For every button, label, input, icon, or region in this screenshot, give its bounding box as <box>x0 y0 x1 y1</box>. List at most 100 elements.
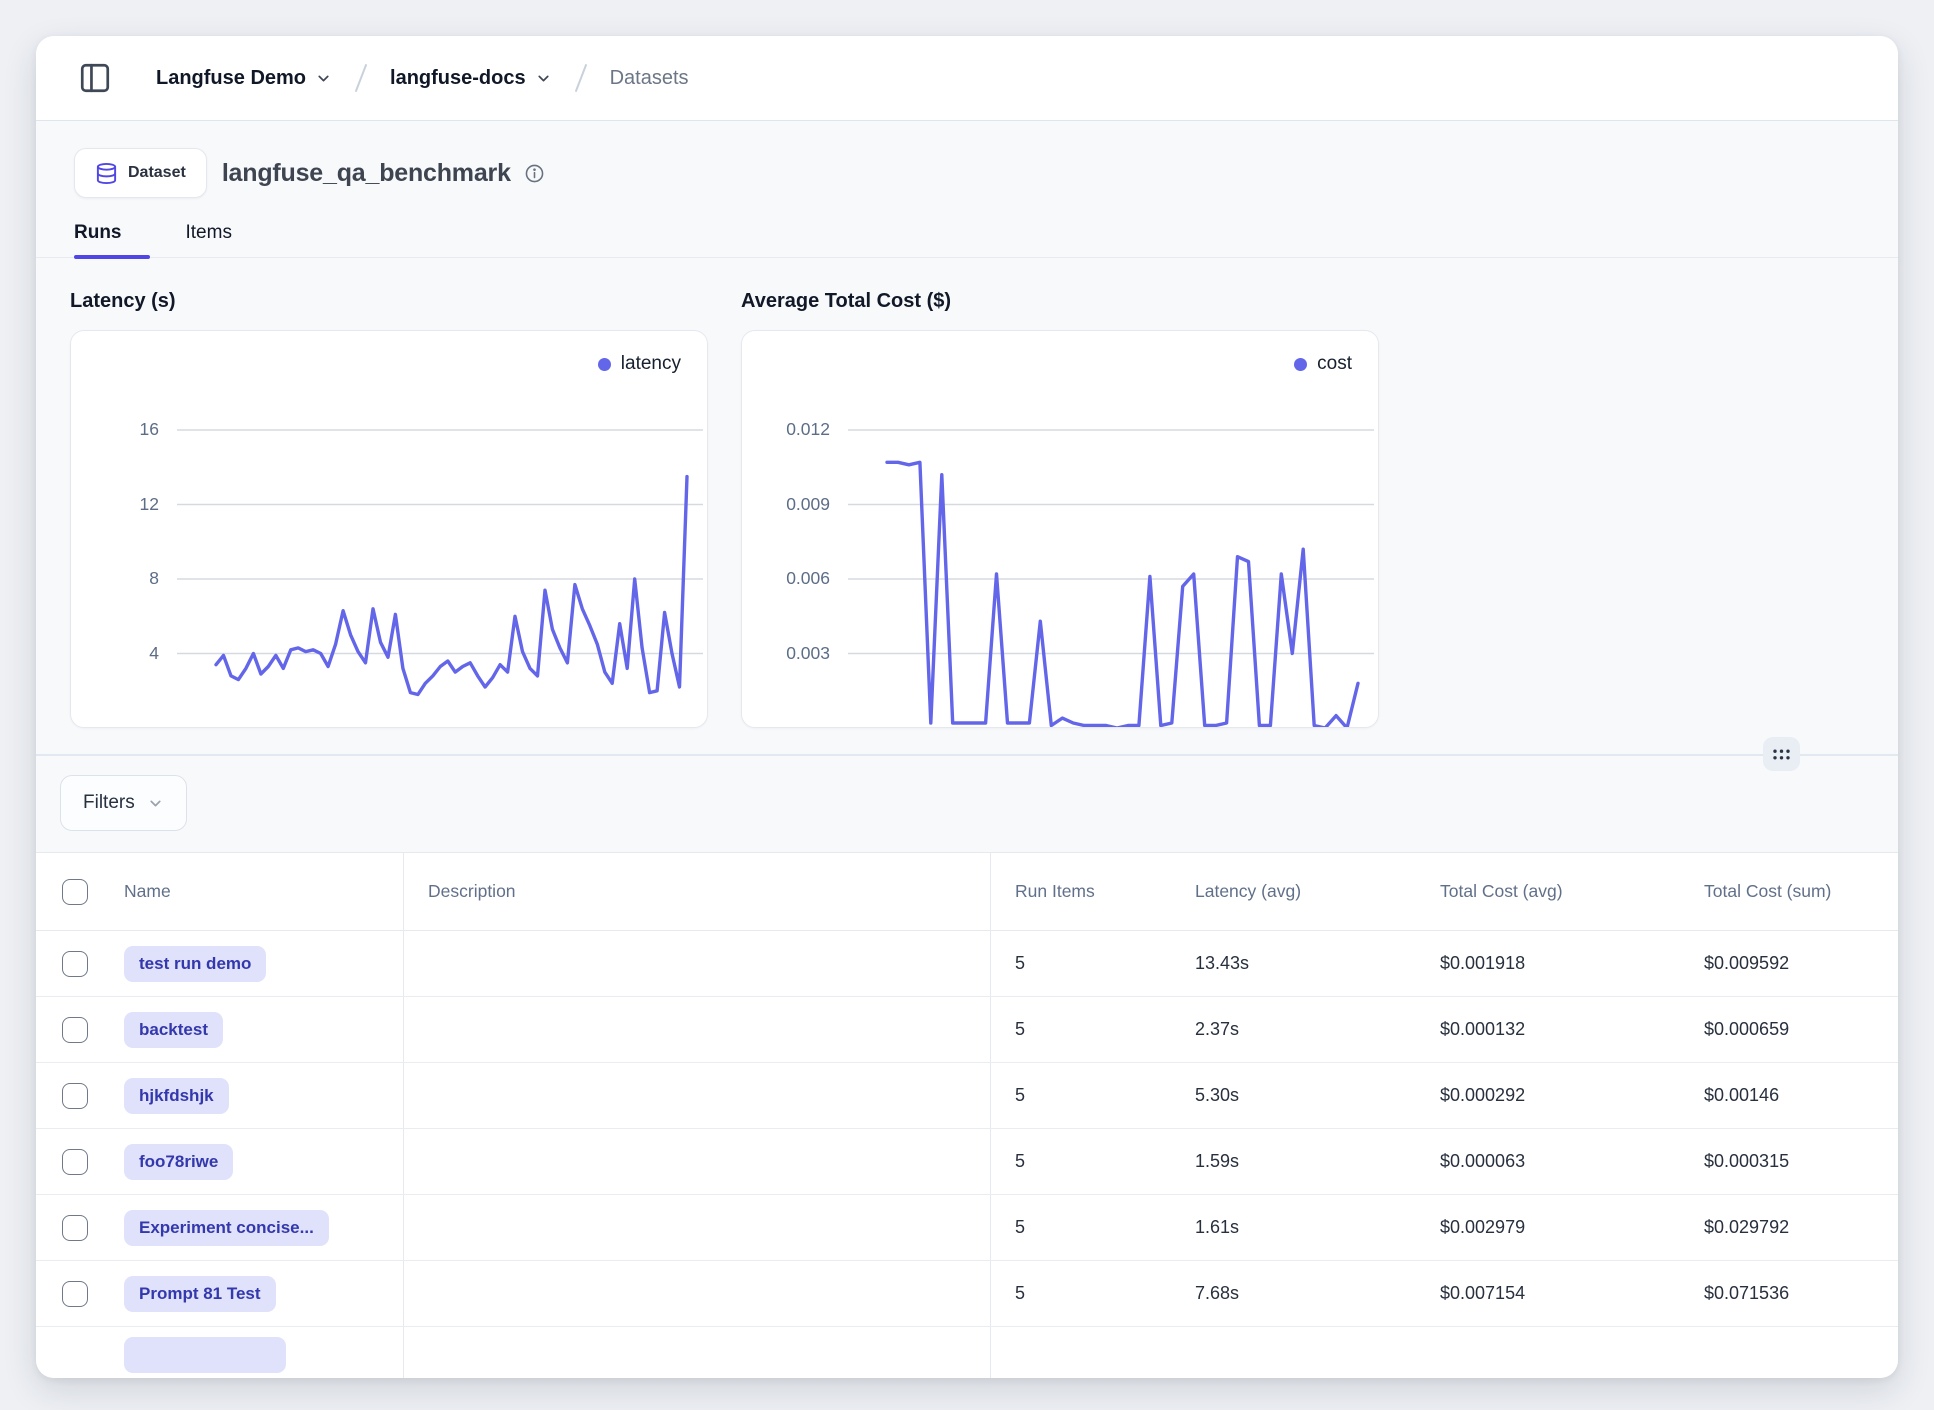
column-header-latency-avg: Latency (avg) <box>1195 881 1302 901</box>
total-cost-avg-value: $0.007154 <box>1440 1283 1526 1303</box>
total-cost-avg-value: $0.000132 <box>1440 1019 1526 1039</box>
latency-avg-value: 13.43s <box>1195 953 1250 973</box>
info-icon[interactable] <box>524 163 545 184</box>
run-items-value: 5 <box>1015 1151 1026 1171</box>
chevron-down-icon <box>315 70 332 87</box>
latency-avg-value: 7.68s <box>1195 1283 1240 1303</box>
cost-line-plot <box>848 429 1374 727</box>
run-name-badge[interactable]: Experiment concise... <box>124 1209 329 1246</box>
column-header-run-items: Run Items <box>1015 881 1095 901</box>
run-name-badge[interactable]: Prompt 81 Test <box>124 1275 276 1312</box>
y-axis-tick-label: 0.006 <box>786 568 830 588</box>
latency-avg-value: 5.30s <box>1195 1085 1240 1105</box>
y-axis-tick-label: 16 <box>139 419 159 439</box>
slash-separator-icon <box>570 61 592 95</box>
project-name: langfuse-docs <box>390 66 526 89</box>
total-cost-sum-value: $0.000659 <box>1704 1019 1790 1039</box>
total-cost-sum-value: $0.029792 <box>1704 1217 1790 1237</box>
y-axis-tick-label: 0.009 <box>786 493 830 514</box>
total-cost-sum-value: $0.071536 <box>1704 1283 1790 1303</box>
row-checkbox[interactable] <box>62 950 88 977</box>
run-description <box>404 1195 991 1260</box>
latency-chart: 4 8 12 16 latency <box>70 330 708 728</box>
drag-handle-icon[interactable] <box>1763 737 1800 771</box>
table-row: backtest 5 2.37s $0.000132 $0.000659 <box>36 997 1898 1063</box>
row-checkbox[interactable] <box>62 1082 88 1109</box>
chevron-down-icon <box>535 70 552 87</box>
chevron-down-icon <box>147 795 164 812</box>
cost-chart: 0.003 0.006 0.009 0.012 cost <box>741 330 1379 728</box>
row-checkbox[interactable] <box>62 1148 88 1175</box>
filters-section: Filters <box>36 775 1898 831</box>
run-items-value: 5 <box>1015 1283 1026 1303</box>
filters-button[interactable]: Filters <box>60 775 187 831</box>
sidebar-toggle-button[interactable] <box>78 61 112 95</box>
run-items-value: 5 <box>1015 1019 1026 1039</box>
row-checkbox[interactable] <box>62 1280 88 1307</box>
run-name-badge[interactable]: hjkfdshjk <box>124 1077 229 1114</box>
table-row-partial <box>36 1327 1898 1378</box>
column-header-total-cost-sum: Total Cost (sum) <box>1704 881 1832 901</box>
column-header-name: Name <box>100 853 404 930</box>
charts-section: Latency (s) 4 8 12 16 latency Average Total… <box>36 290 1898 728</box>
table-row: test run demo 5 13.43s $0.001918 $0.0095… <box>36 931 1898 997</box>
latency-avg-value: 1.59s <box>1195 1151 1240 1171</box>
legend-label-latency: latency <box>620 353 681 374</box>
y-axis-tick-label: 12 <box>139 493 159 514</box>
table-row: Prompt 81 Test 5 7.68s $0.007154 $0.0715… <box>36 1261 1898 1327</box>
dot-icon <box>597 357 611 371</box>
total-cost-avg-value: $0.000292 <box>1440 1085 1526 1105</box>
latency-avg-value: 1.61s <box>1195 1217 1240 1237</box>
run-description <box>404 1261 991 1326</box>
divider <box>36 754 1898 756</box>
table-row: foo78riwe 5 1.59s $0.000063 $0.000315 <box>36 1129 1898 1195</box>
run-name-badge[interactable] <box>124 1337 286 1373</box>
y-axis-tick-label: 0.003 <box>786 642 830 663</box>
total-cost-avg-value: $0.002979 <box>1440 1217 1526 1237</box>
cost-legend: cost <box>1294 353 1352 375</box>
run-name-badge[interactable]: test run demo <box>124 945 267 982</box>
top-bar: Langfuse Demo langfuse-docs <box>36 36 1898 121</box>
breadcrumb: Langfuse Demo langfuse-docs <box>156 61 689 95</box>
run-name-badge[interactable]: foo78riwe <box>124 1143 234 1180</box>
tab-items[interactable]: Items <box>186 222 260 257</box>
latency-avg-value: 2.37s <box>1195 1019 1240 1039</box>
latency-chart-block: Latency (s) 4 8 12 16 latency <box>70 290 708 728</box>
column-header-description: Description <box>404 853 991 930</box>
total-cost-sum-value: $0.000315 <box>1704 1151 1790 1171</box>
y-axis-tick-label: 0.012 <box>786 419 830 439</box>
total-cost-sum-value: $0.00146 <box>1704 1085 1780 1105</box>
dataset-badge-label: Dataset <box>128 164 186 181</box>
page-title: langfuse_qa_benchmark <box>221 158 511 187</box>
filters-button-label: Filters <box>83 792 135 813</box>
total-cost-avg-value: $0.001918 <box>1440 953 1526 973</box>
column-header-total-cost-avg: Total Cost (avg) <box>1440 881 1563 901</box>
run-description <box>404 1063 991 1128</box>
row-checkbox[interactable] <box>62 1016 88 1043</box>
breadcrumb-page-datasets[interactable]: Datasets <box>609 66 689 89</box>
run-items-value: 5 <box>1015 953 1026 973</box>
row-checkbox[interactable] <box>62 1214 88 1241</box>
chart-title-cost: Average Total Cost ($) <box>741 290 952 312</box>
table-row: Experiment concise... 5 1.61s $0.002979 … <box>36 1195 1898 1261</box>
tab-bar: Runs Items <box>36 222 1898 259</box>
org-selector[interactable]: Langfuse Demo <box>156 67 332 90</box>
cost-chart-block: Average Total Cost ($) 0.003 0.006 0.009 0.… <box>741 290 1379 728</box>
dot-icon <box>1294 357 1308 371</box>
run-name-badge[interactable]: backtest <box>124 1011 223 1048</box>
runs-table: Name Description Run Items Latency (avg)… <box>36 852 1898 1378</box>
run-description <box>404 931 991 996</box>
panel-left-icon <box>78 61 112 95</box>
run-description <box>404 997 991 1062</box>
run-items-value: 5 <box>1015 1085 1026 1105</box>
project-selector[interactable]: langfuse-docs <box>390 67 552 90</box>
table-body: test run demo 5 13.43s $0.001918 $0.0095… <box>36 931 1898 1327</box>
legend-label-cost: cost <box>1317 353 1352 374</box>
total-cost-sum-value: $0.009592 <box>1704 953 1790 973</box>
total-cost-avg-value: $0.000063 <box>1440 1151 1526 1171</box>
org-name: Langfuse Demo <box>156 66 307 89</box>
tab-runs[interactable]: Runs <box>74 222 150 259</box>
select-all-checkbox[interactable] <box>62 878 88 905</box>
latency-line-plot <box>177 429 703 697</box>
